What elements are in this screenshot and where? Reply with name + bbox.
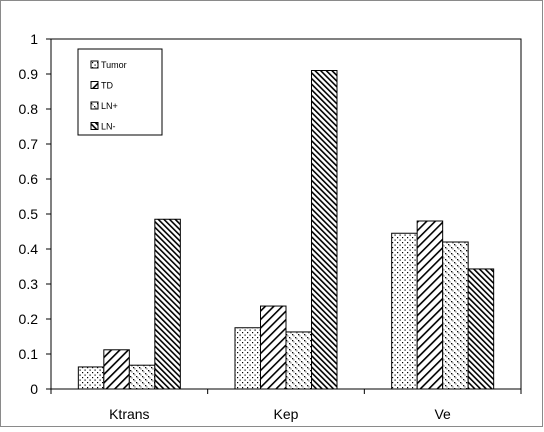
- bar-ln--ktrans: [128, 364, 156, 390]
- y-tick-label: 0.9: [19, 66, 39, 82]
- bar-td-ktrans: [103, 349, 130, 390]
- y-tick-label: 0.7: [19, 136, 39, 152]
- x-category-label: Kep: [274, 406, 299, 422]
- legend-swatch: [90, 122, 99, 130]
- bar-tumor-kep: [234, 327, 261, 390]
- legend-label: Tumor: [101, 60, 127, 70]
- bar-tumor-ktrans: [77, 366, 105, 390]
- bar-ln--ve: [442, 241, 469, 390]
- bar-td-kep: [260, 305, 287, 390]
- y-tick-label: 0.6: [19, 171, 39, 187]
- legend-label: LN+: [101, 101, 118, 111]
- legend-label: LN-: [101, 122, 116, 132]
- bars-layer: [77, 70, 495, 390]
- y-tick-label: 0.4: [19, 241, 39, 257]
- y-tick-label: 0.5: [19, 206, 39, 222]
- legend-label: TD: [101, 81, 113, 91]
- y-tick-label: 1: [30, 31, 38, 47]
- x-category-label: Ktrans: [109, 406, 149, 422]
- y-tick-label: 0.2: [19, 311, 39, 327]
- x-axis: Ktrans Kep Ve: [50, 389, 522, 422]
- y-tick-label: 0: [30, 381, 38, 397]
- bar-ln--kep: [285, 331, 312, 390]
- plot-area-border: [50, 38, 522, 390]
- bar-ln--kep: [311, 70, 338, 390]
- y-axis: 0 0.1 0.2 0.3 0.4 0.5 0.6 0.7 0.8 0.9 1: [19, 31, 51, 397]
- y-tick-label: 0.3: [19, 276, 39, 292]
- bar-td-ve: [416, 220, 444, 390]
- legend: Tumor TD LN+ LN-: [77, 48, 163, 136]
- y-tick-label: 0.8: [19, 101, 39, 117]
- legend-swatch: [90, 101, 99, 110]
- legend-swatch: [90, 81, 99, 89]
- legend-swatch: [90, 60, 99, 69]
- bar-ln--ktrans: [154, 218, 181, 390]
- x-category-label: Ve: [434, 406, 451, 422]
- y-tick-label: 0.1: [19, 346, 39, 362]
- bar-ln--ve: [467, 268, 495, 390]
- bar-tumor-ve: [391, 232, 418, 390]
